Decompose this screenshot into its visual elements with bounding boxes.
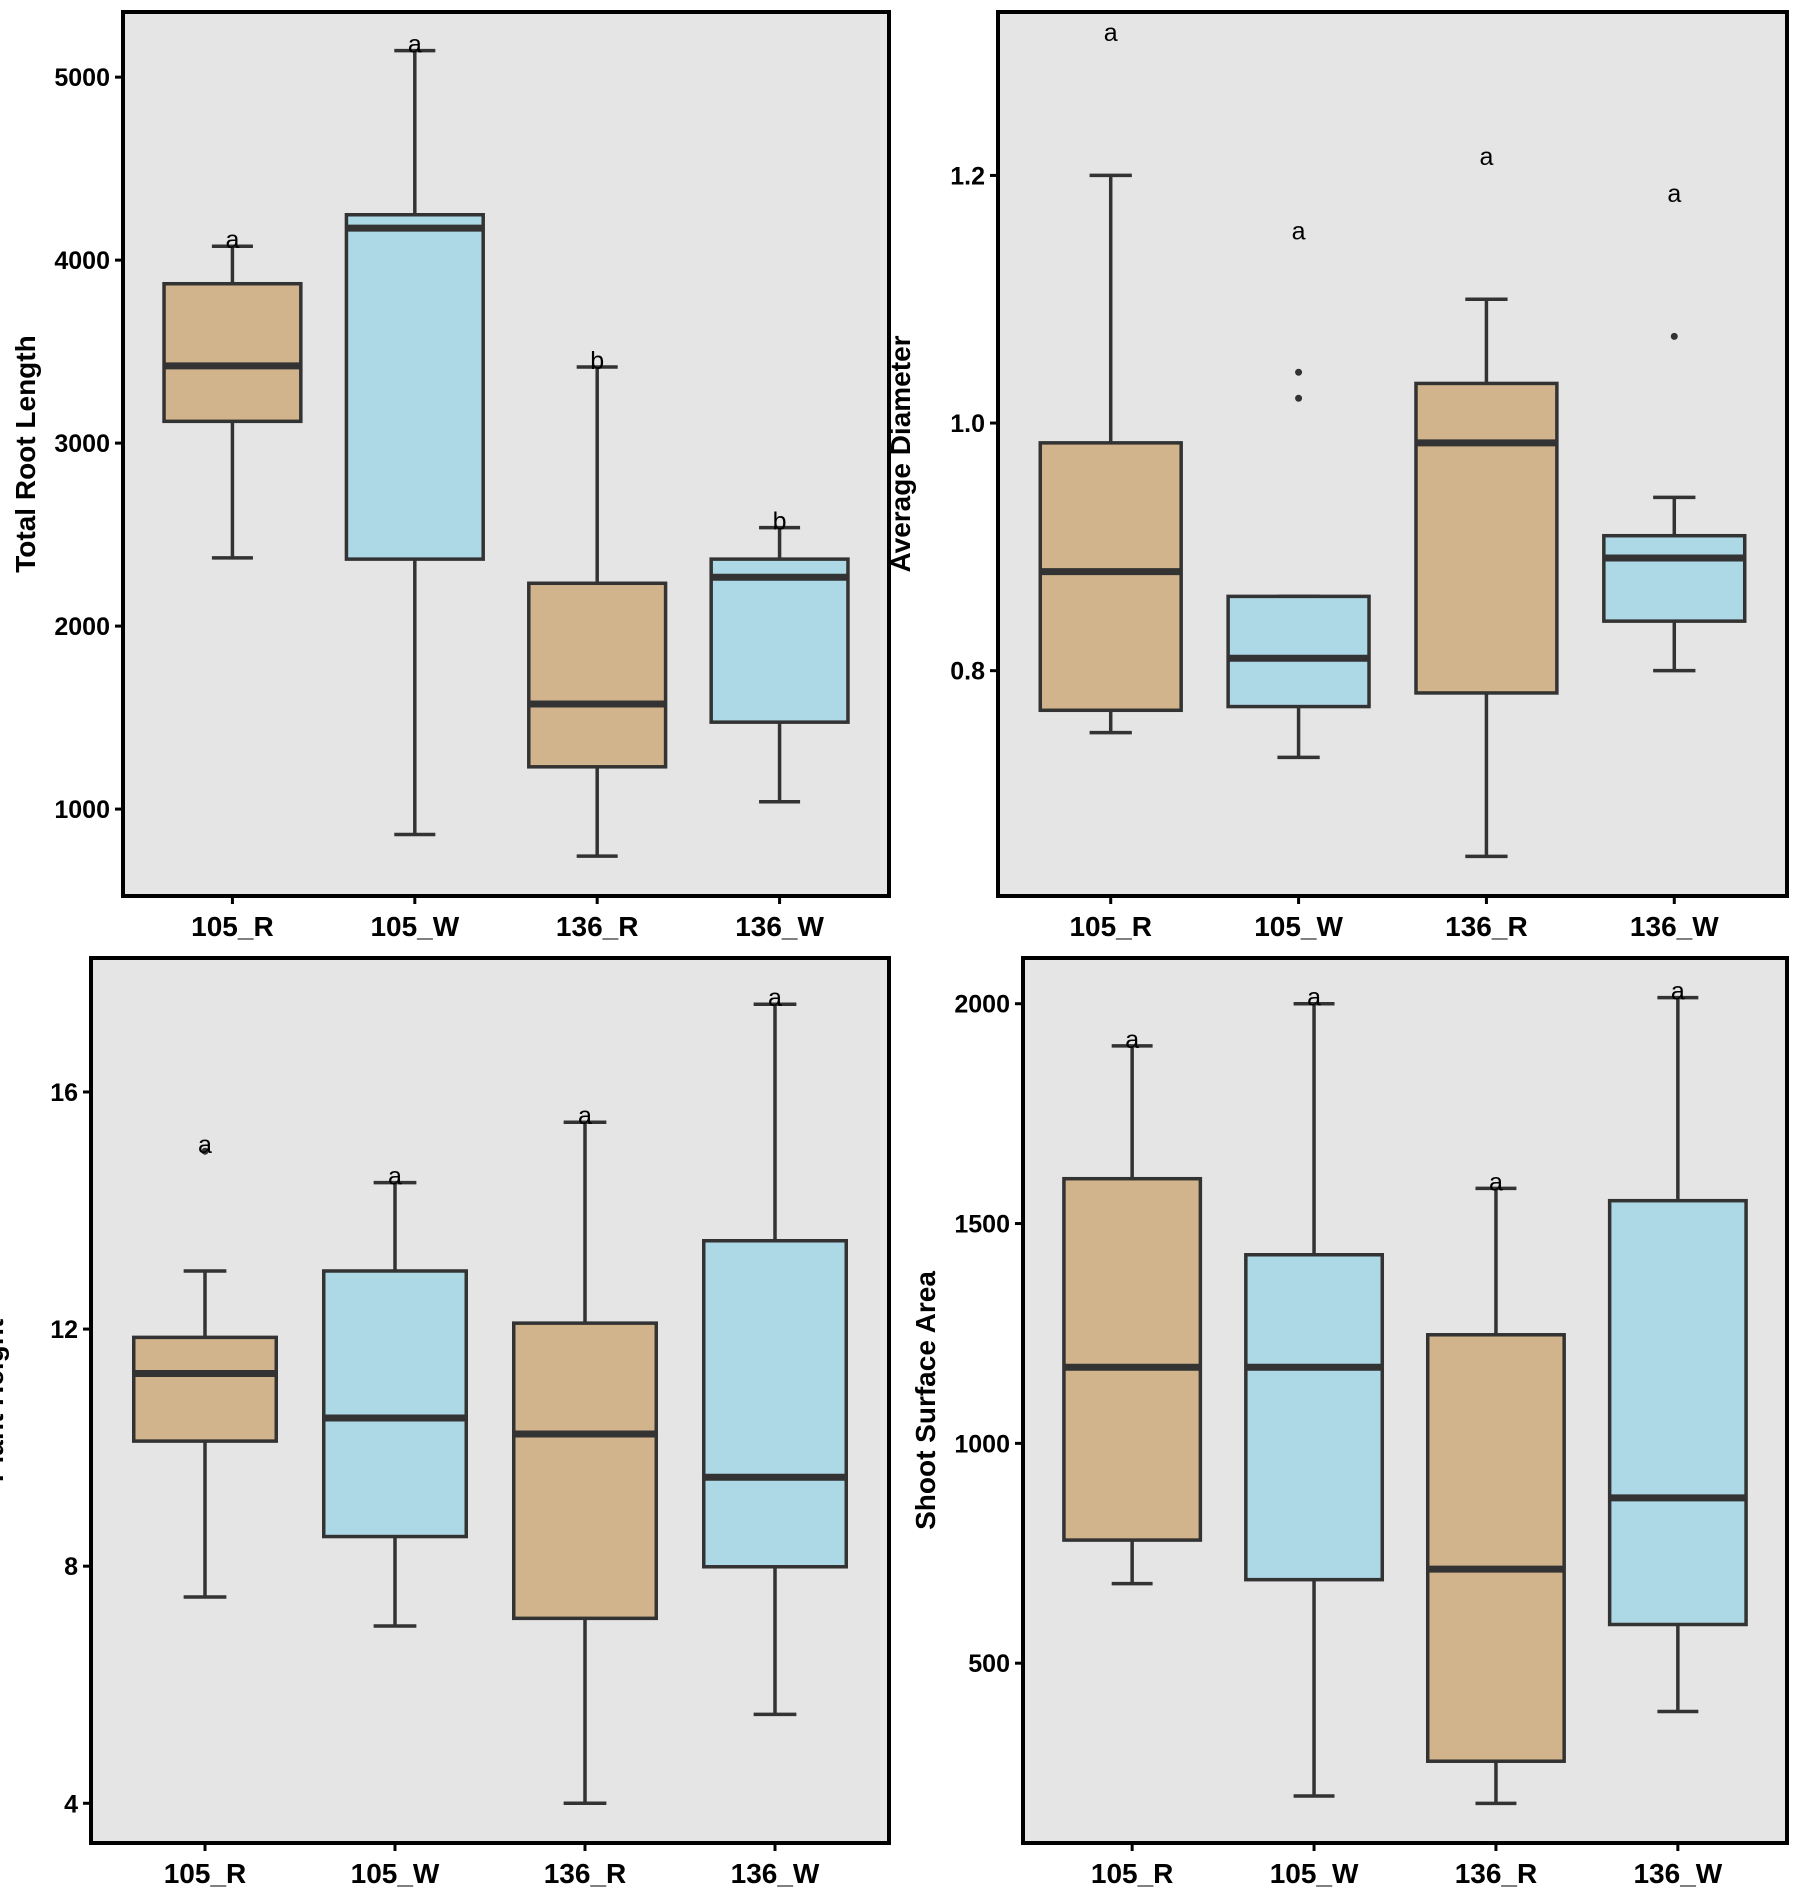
iqr-box: [512, 1321, 658, 1621]
box-136_W: b: [709, 508, 850, 804]
y-tick-label: 4000: [54, 247, 110, 275]
y-tick-label: 1.0: [950, 410, 985, 438]
iqr-box: [132, 1335, 278, 1443]
significance-letter: a: [388, 1163, 402, 1191]
x-tick-label: 136_W: [735, 911, 824, 942]
iqr-box: [1425, 1333, 1566, 1763]
panel-4: 500 1000 1500 2000 Shoot Surface Area a 105_R a…: [910, 956, 1789, 1889]
iqr-box: [162, 281, 303, 424]
box-136_W: a: [1602, 180, 1747, 673]
y-tick-label: 2000: [954, 991, 1010, 1019]
box-105_R: a: [132, 1131, 278, 1599]
x-tick-label: 105_W: [1254, 911, 1343, 942]
y-tick-label: 16: [50, 1079, 78, 1107]
x-tick-label: 105_W: [351, 1858, 440, 1889]
y-axis-title: Shoot Surface Area: [910, 1271, 941, 1530]
box-105_R: a: [1062, 1026, 1203, 1586]
box-136_W: a: [702, 984, 848, 1717]
y-tick-label: 8: [64, 1553, 78, 1581]
box-105_W: a: [322, 1163, 468, 1628]
panel-1: 1000 2000 3000 4000 5000 Total Root Length a 10…: [10, 10, 891, 942]
y-axis-title: Plant Height: [0, 1319, 9, 1482]
y-tick-label: 5000: [54, 64, 110, 92]
x-tick-label: 136_R: [556, 911, 639, 942]
x-tick-label: 105_R: [191, 911, 274, 942]
y-tick-label: 3000: [54, 430, 110, 458]
box-136_R: b: [527, 347, 668, 858]
x-tick-label: 105_R: [1091, 1858, 1174, 1889]
significance-letter: b: [590, 347, 604, 375]
y-tick-label: 4: [64, 1790, 78, 1818]
significance-letter: b: [773, 508, 787, 536]
box-105_W: a: [1244, 984, 1385, 1798]
significance-letter: a: [768, 984, 782, 1012]
box-105_W: a: [344, 31, 485, 837]
x-tick-label: 136_W: [1630, 911, 1719, 942]
panel-2: 0.8 1.0 1.2 Average Diameter a 105_R a 105_W a 13…: [885, 10, 1789, 942]
significance-letter: a: [1489, 1168, 1503, 1196]
iqr-box: [702, 1238, 848, 1569]
y-tick-label: 1.2: [950, 162, 985, 190]
box-105_W: a: [1226, 217, 1371, 760]
iqr-box: [1062, 1176, 1203, 1542]
x-tick-label: 136_W: [1633, 1858, 1722, 1889]
box-105_R: a: [1038, 19, 1183, 735]
panel-3: 4 8 12 16 Plant Height a 105_R a 105_W a 136_R a 136…: [0, 956, 891, 1889]
box-136_R: a: [512, 1102, 658, 1806]
y-tick-label: 12: [50, 1316, 78, 1344]
panel-border: [89, 956, 891, 1845]
significance-letter: a: [1292, 217, 1306, 245]
significance-letter: a: [198, 1131, 212, 1159]
y-axis-title: Average Diameter: [885, 335, 916, 572]
significance-letter: a: [1125, 1026, 1139, 1054]
outlier-point: [201, 1147, 209, 1155]
y-tick-label: 1000: [54, 796, 110, 824]
box-136_R: a: [1425, 1168, 1566, 1806]
significance-letter: a: [1104, 19, 1118, 47]
iqr-box: [1414, 381, 1559, 695]
x-tick-label: 105_R: [164, 1858, 247, 1889]
iqr-box: [344, 212, 485, 561]
panel-background: [123, 12, 889, 896]
iqr-box: [1226, 594, 1371, 709]
y-tick-label: 1500: [954, 1211, 1010, 1239]
x-tick-label: 105_W: [370, 911, 459, 942]
significance-letter: a: [408, 31, 422, 59]
significance-letter: a: [225, 226, 239, 254]
x-tick-label: 136_W: [731, 1858, 820, 1889]
x-tick-label: 136_R: [1455, 1858, 1538, 1889]
box-136_R: a: [1414, 143, 1559, 859]
y-tick-label: 0.8: [950, 658, 985, 686]
x-tick-label: 105_W: [1270, 1858, 1359, 1889]
iqr-box: [709, 557, 850, 724]
significance-letter: a: [1479, 143, 1493, 171]
x-tick-label: 136_R: [1445, 911, 1528, 942]
significance-letter: a: [1667, 180, 1681, 208]
significance-letter: a: [578, 1102, 592, 1130]
iqr-box: [322, 1269, 468, 1539]
y-tick-label: 2000: [54, 613, 110, 641]
panel-border: [121, 10, 891, 898]
iqr-box: [1244, 1253, 1385, 1582]
iqr-box: [1607, 1198, 1748, 1627]
significance-letter: a: [1671, 978, 1685, 1006]
x-tick-label: 136_R: [544, 1858, 627, 1889]
box-136_W: a: [1607, 978, 1748, 1714]
outlier-point: [1295, 368, 1303, 376]
y-tick-label: 500: [968, 1650, 1010, 1678]
iqr-box: [1602, 533, 1747, 623]
x-tick-label: 105_R: [1069, 911, 1152, 942]
iqr-box: [527, 581, 668, 769]
y-axis-title: Total Root Length: [10, 335, 41, 572]
significance-letter: a: [1307, 984, 1321, 1012]
panel-border: [1021, 956, 1789, 1845]
outlier-point: [1295, 394, 1303, 402]
y-tick-label: 1000: [954, 1430, 1010, 1458]
panel-border: [996, 10, 1789, 898]
outlier-point: [1670, 332, 1678, 340]
iqr-box: [1038, 441, 1183, 713]
box-105_R: a: [162, 226, 303, 560]
